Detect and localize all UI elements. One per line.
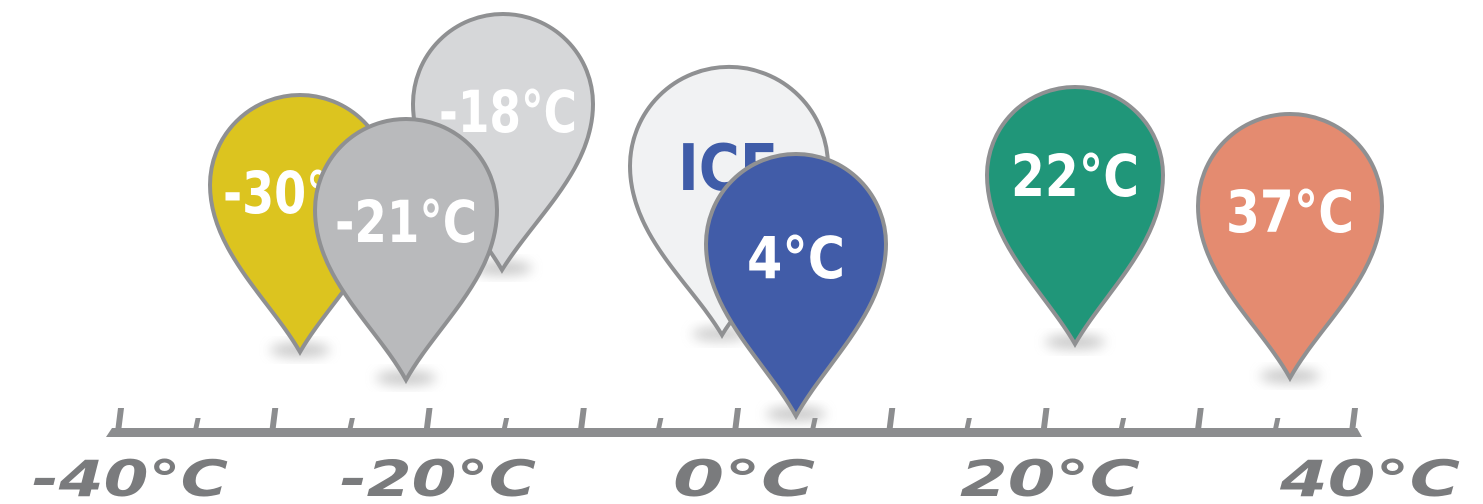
temperature-pins: -30°C -18°C -21°C ICE 4°C	[207, 12, 1385, 421]
pin-minus-21: -21°C	[312, 117, 500, 385]
pin-label: 22°C	[1011, 142, 1139, 210]
minor-tick	[655, 418, 664, 432]
temperature-axis	[106, 408, 1362, 437]
axis-label-20: 20°C	[960, 450, 1140, 504]
pin-marker-icon	[703, 152, 889, 421]
minor-tick	[1272, 418, 1281, 432]
major-tick	[886, 408, 896, 432]
pin-marker-icon	[312, 117, 500, 385]
axis-label-minus-20: -20°C	[340, 450, 536, 504]
pin-marker-icon	[984, 85, 1166, 348]
pin-label: 4°C	[747, 224, 845, 292]
pin-22: 22°C	[984, 85, 1166, 349]
axis-baseline	[106, 428, 1362, 437]
axis-labels: -40°C -20°C 0°C 20°C 40°C	[32, 450, 1460, 504]
pin-label: -18°C	[439, 78, 577, 146]
major-tick	[1349, 408, 1358, 432]
major-tick	[577, 408, 587, 432]
pin-4: 4°C	[703, 152, 889, 421]
pin-label: 37°C	[1226, 178, 1354, 246]
pin-label: -21°C	[335, 188, 477, 256]
major-tick	[423, 408, 433, 432]
major-tick	[732, 408, 741, 432]
major-tick	[1040, 408, 1050, 432]
minor-tick	[809, 418, 818, 432]
pin-marker-icon	[1195, 112, 1385, 383]
pin-37: 37°C	[1195, 112, 1385, 383]
major-tick	[115, 408, 124, 432]
minor-tick	[346, 418, 355, 432]
minor-tick	[501, 418, 510, 432]
axis-label-40: 40°C	[1279, 450, 1461, 504]
axis-label-zero: 0°C	[673, 450, 815, 504]
major-tick	[269, 408, 279, 432]
major-tick	[1194, 408, 1204, 432]
axis-ticks	[115, 408, 1358, 432]
minor-tick	[1118, 418, 1127, 432]
axis-label-minus-40: -40°C	[32, 450, 228, 504]
minor-tick	[192, 418, 201, 432]
minor-tick	[963, 418, 972, 432]
